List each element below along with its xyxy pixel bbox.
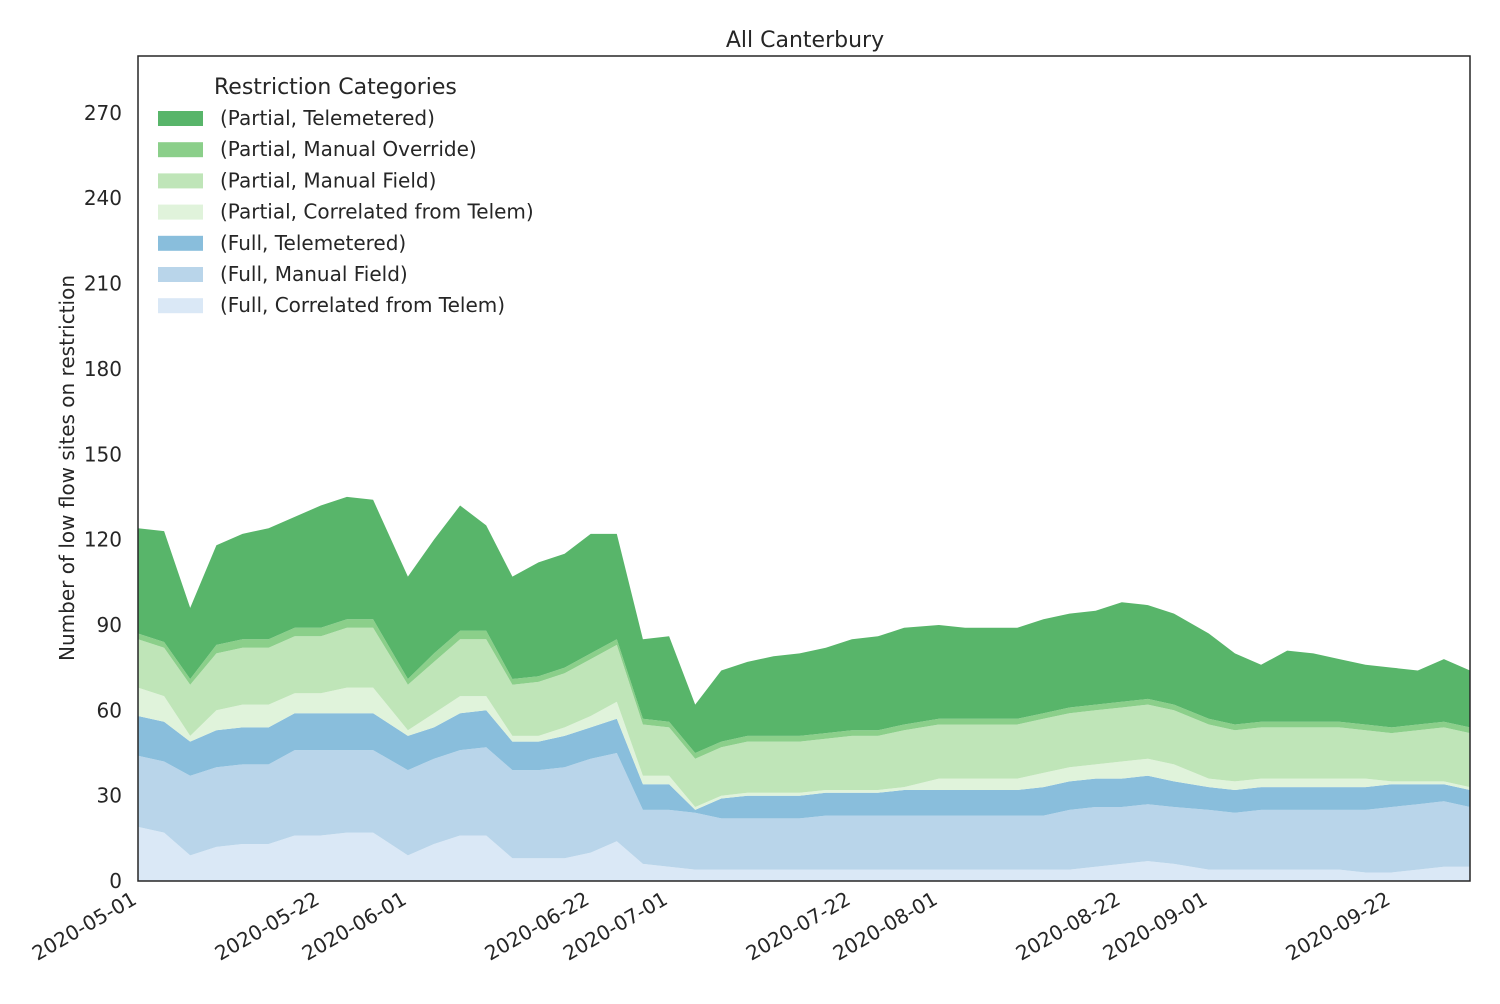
legend-label: (Partial, Manual Field) <box>220 168 436 192</box>
legend-swatch <box>158 111 203 126</box>
area-full-telemetered <box>138 710 1470 819</box>
legend-swatch <box>158 173 203 189</box>
y-tick-label: 270 <box>84 101 122 125</box>
area-full-manual-field <box>138 747 1470 873</box>
legend-swatch <box>158 298 203 314</box>
plot-frame <box>137 55 1471 882</box>
y-tick-label: 90 <box>97 613 122 637</box>
legend-label: (Full, Telemetered) <box>220 231 406 255</box>
chart-title: All Canterbury <box>726 28 884 53</box>
area-partial-telemetered <box>138 496 1470 753</box>
y-tick-label: 30 <box>97 784 122 808</box>
area-partial-manual-field <box>138 627 1470 807</box>
legend-swatch <box>158 204 203 220</box>
y-tick-label: 180 <box>84 357 122 381</box>
legend-label: (Partial, Manual Override) <box>220 137 477 161</box>
legend-label: (Full, Manual Field) <box>220 262 408 286</box>
x-tick-label: 2020-09-22 <box>1281 887 1394 966</box>
y-axis-ticks: 0 30 60 90 120 150 180 210 240 270 <box>84 101 122 893</box>
legend-label: (Full, Correlated from Telem) <box>220 293 505 317</box>
x-tick-label: 2020-05-01 <box>28 887 141 966</box>
legend: Restriction Categories (Partial, Telemet… <box>158 75 534 317</box>
legend-swatch <box>158 235 203 251</box>
legend-label: (Partial, Correlated from Telem) <box>220 200 534 224</box>
y-axis-label: Number of low flow sites on restriction <box>55 275 79 661</box>
y-tick-label: 0 <box>109 869 122 893</box>
legend-items: (Partial, Telemetered) (Partial, Manual O… <box>158 106 534 317</box>
legend-title: Restriction Categories <box>214 75 457 100</box>
y-tick-label: 120 <box>84 528 122 552</box>
legend-swatch <box>158 267 203 282</box>
y-tick-label: 210 <box>84 272 122 296</box>
y-tick-label: 60 <box>97 698 122 722</box>
y-tick-label: 150 <box>84 442 122 466</box>
legend-label: (Partial, Telemetered) <box>220 106 435 130</box>
y-tick-label: 240 <box>84 186 122 210</box>
legend-swatch <box>158 142 203 158</box>
area-full-correlated-from-telem <box>138 826 1470 881</box>
area-series-group <box>138 496 1470 881</box>
